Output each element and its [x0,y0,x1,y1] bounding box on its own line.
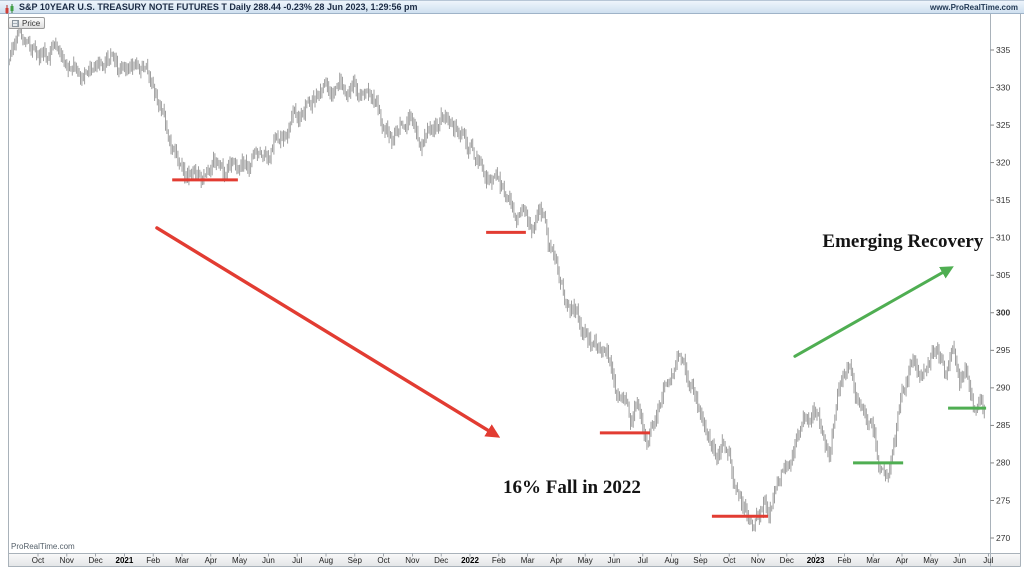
y-axis-tick-label: 315 [996,195,1010,205]
x-axis-month-label: Apr [205,556,218,565]
x-axis-month-label: May [232,556,247,565]
y-axis-tick-label: 280 [996,458,1010,468]
chart-titlebar: S&P 10YEAR U.S. TREASURY NOTE FUTURES T … [0,0,1024,14]
x-axis-month-label: Jun [953,556,966,565]
y-axis-tick-label: 285 [996,420,1010,430]
y-axis-tick-label: 310 [996,232,1010,242]
price-bars-series [9,22,985,532]
fall-annotation-label[interactable]: 16% Fall in 2022 [503,477,641,499]
x-axis-month-label: Apr [896,556,909,565]
x-axis-month-label: Mar [175,556,189,565]
x-axis-month-label: Dec [88,556,102,565]
x-axis-month-label: Jul [638,556,648,565]
x-axis-month-label: Feb [146,556,160,565]
x-axis-month-label: 2023 [807,556,825,565]
x-axis-month-label: Feb [838,556,852,565]
prorealtime-watermark-bottom: ProRealTime.com [11,542,75,551]
grid-icon [12,19,19,27]
x-axis-month-label: Nov [751,556,765,565]
x-axis-month-label: Jun [262,556,275,565]
prorealtime-watermark-top: www.ProRealTime.com [929,2,1018,12]
candlestick-icon [4,2,15,14]
x-axis-month-label: Jul [292,556,302,565]
y-axis-tick-label: 270 [996,533,1010,543]
instrument-title: S&P 10YEAR U.S. TREASURY NOTE FUTURES T … [19,2,418,12]
y-axis-tick-label: 305 [996,270,1010,280]
x-axis-month-label: Nov [405,556,419,565]
x-axis-month-label: Oct [32,556,45,565]
x-axis-month-label: Feb [492,556,506,565]
y-axis-tick-label: 290 [996,383,1010,393]
x-axis-month-label: Oct [723,556,736,565]
y-axis-tick-label: 275 [996,495,1010,505]
x-axis-month-label: Apr [550,556,563,565]
fall-arrow[interactable] [155,226,501,438]
x-axis-month-label: Mar [866,556,880,565]
x-axis-month-label: Nov [60,556,74,565]
x-axis-month-label: Dec [780,556,794,565]
x-axis-strip [8,553,1020,566]
x-axis-month-label: Aug [319,556,333,565]
x-axis-month-label: Dec [434,556,448,565]
x-axis-month-label: 2022 [461,556,479,565]
price-tab-label: Price [22,18,41,28]
y-axis-tick-label: 335 [996,45,1010,55]
recovery-arrow[interactable] [793,266,954,358]
y-axis-tick-label: 295 [996,345,1010,355]
y-axis-tick-label: 325 [996,120,1010,130]
x-axis-month-label: Jul [983,556,993,565]
x-axis-month-label: May [923,556,938,565]
x-axis-month-label: Aug [664,556,678,565]
x-axis-month-label: Sep [693,556,708,565]
x-axis-month-label: Oct [377,556,390,565]
x-axis-month-label: Sep [348,556,363,565]
y-axis-tick-label: 330 [996,82,1010,92]
x-axis-month-label: Mar [521,556,535,565]
y-axis-tick-label: 320 [996,157,1010,167]
x-axis-month-label: Jun [608,556,621,565]
recovery-annotation-label[interactable]: Emerging Recovery [822,231,984,253]
y-axis-tick-label: 300 [996,308,1010,318]
x-axis-month-label: May [578,556,593,565]
x-axis-month-label: 2021 [116,556,134,565]
price-tab[interactable]: Price [8,17,46,29]
